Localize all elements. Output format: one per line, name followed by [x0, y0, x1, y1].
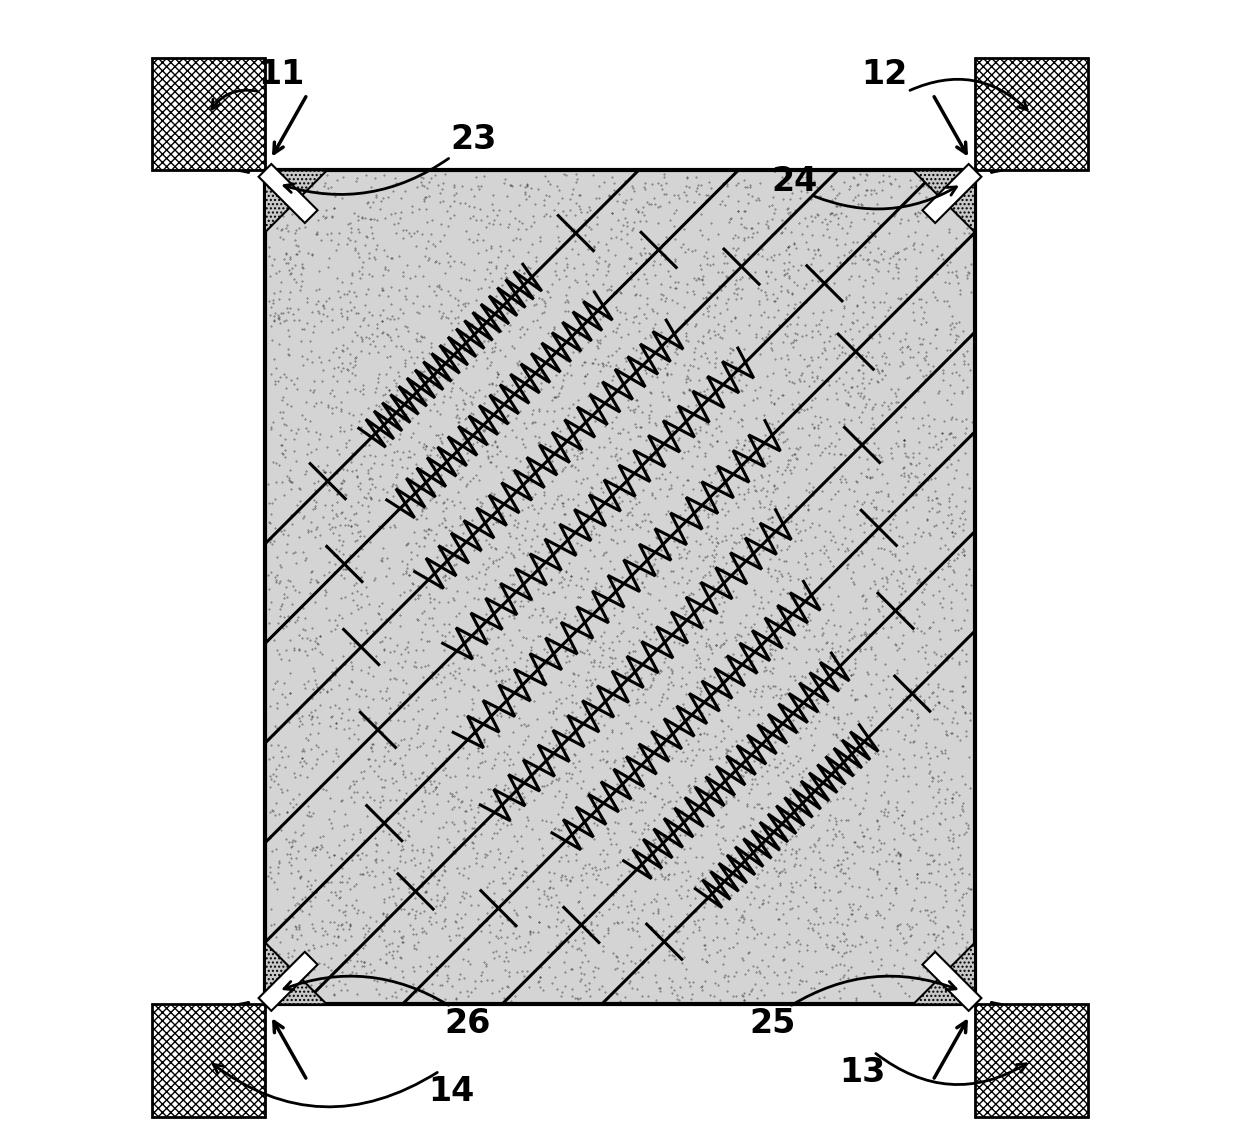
- Text: 23: 23: [450, 123, 497, 156]
- Text: 11: 11: [259, 58, 305, 91]
- Polygon shape: [923, 952, 981, 1011]
- Bar: [265, 170, 975, 1004]
- Text: 14: 14: [428, 1075, 474, 1108]
- Text: 13: 13: [839, 1055, 885, 1089]
- Bar: [975, 58, 1087, 170]
- Polygon shape: [265, 942, 327, 1004]
- Text: 12: 12: [862, 58, 908, 91]
- Polygon shape: [913, 942, 975, 1004]
- Polygon shape: [913, 170, 975, 233]
- Text: 24: 24: [771, 165, 818, 199]
- Text: 26: 26: [445, 1008, 491, 1041]
- Text: 25: 25: [749, 1008, 795, 1041]
- Polygon shape: [259, 164, 317, 222]
- Bar: [975, 1004, 1087, 1117]
- Bar: [153, 1004, 265, 1117]
- Polygon shape: [259, 952, 317, 1011]
- Bar: [153, 58, 265, 170]
- Polygon shape: [265, 170, 327, 233]
- Polygon shape: [923, 164, 981, 222]
